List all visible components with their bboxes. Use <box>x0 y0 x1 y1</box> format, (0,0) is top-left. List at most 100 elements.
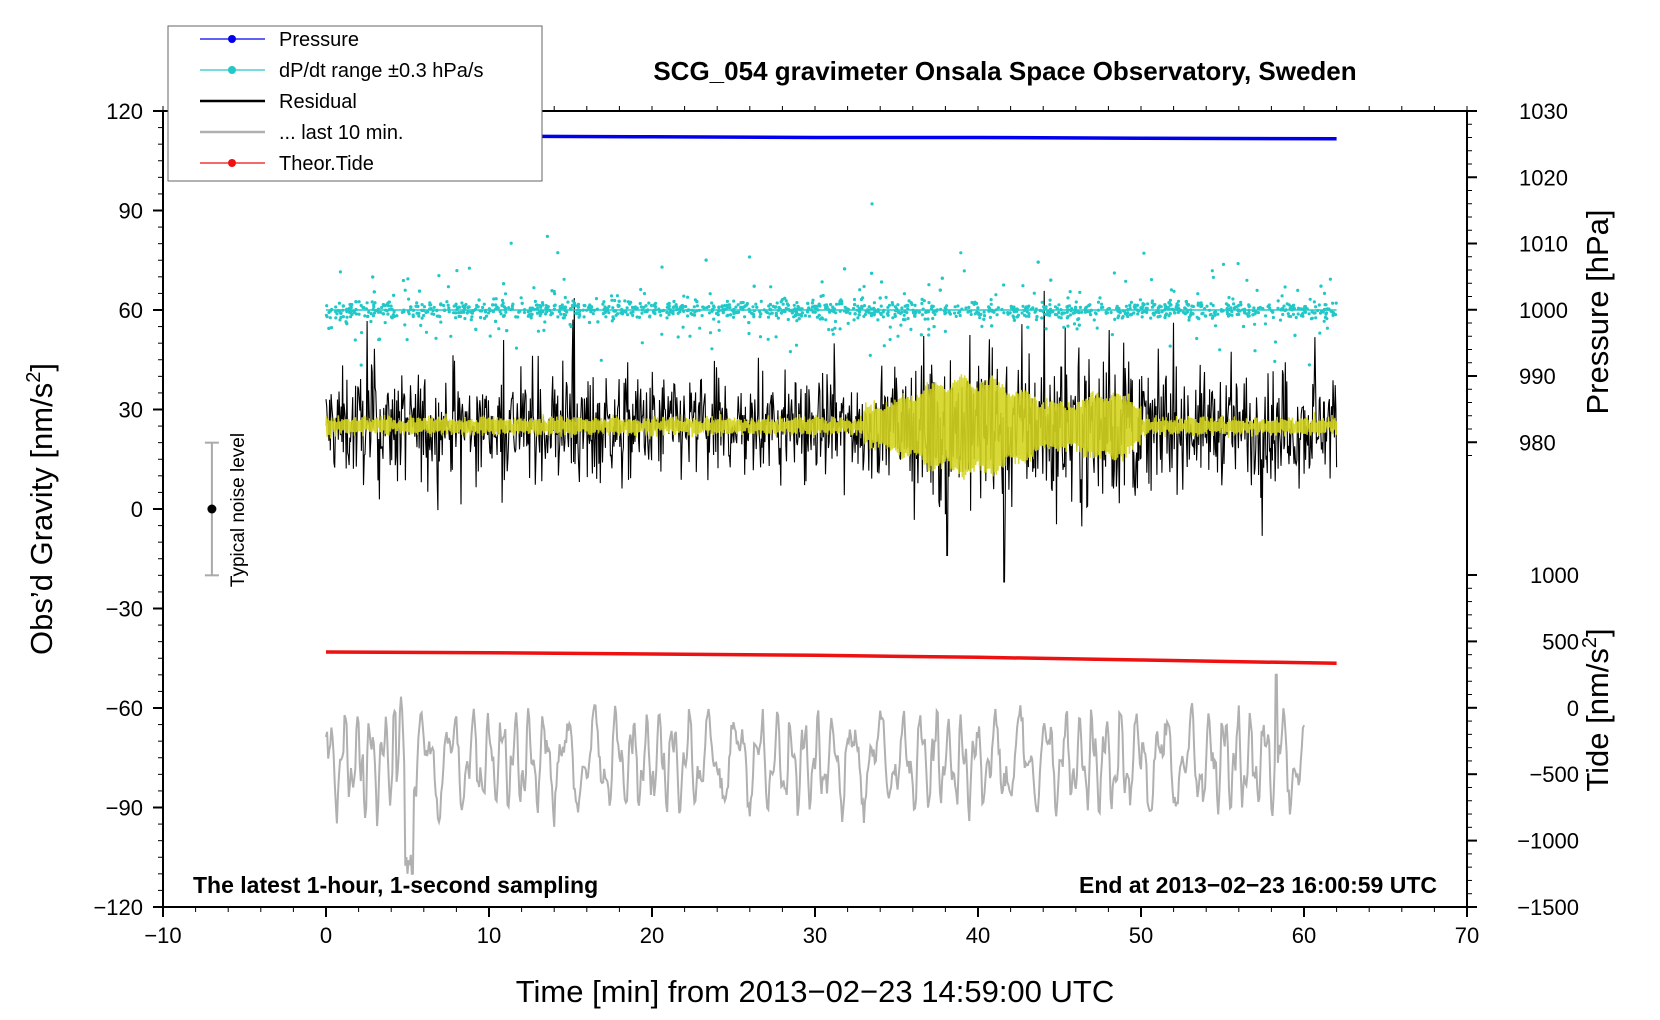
dpdt-point <box>690 308 694 312</box>
dpdt-point <box>1200 312 1204 316</box>
dpdt-point <box>435 309 439 313</box>
dpdt-point <box>777 305 781 310</box>
dpdt-point <box>488 309 492 313</box>
dpdt-point <box>1307 363 1311 367</box>
dpdt-point <box>1027 314 1031 318</box>
dpdt-point <box>824 306 828 310</box>
dpdt-point <box>882 344 886 348</box>
dpdt-point <box>1300 312 1304 317</box>
dpdt-point <box>834 311 838 315</box>
dpdt-point <box>809 308 813 312</box>
dpdt-point <box>732 299 736 303</box>
dpdt-point <box>498 309 502 314</box>
dpdt-point <box>481 305 485 310</box>
dpdt-point <box>994 308 998 312</box>
dpdt-point <box>710 347 714 351</box>
dpdt-point <box>1253 349 1257 353</box>
dpdt-point <box>1043 312 1048 316</box>
dpdt-point <box>720 304 724 308</box>
dpdt-point <box>958 310 962 314</box>
dpdt-point <box>1247 314 1251 318</box>
x-tick-label: 50 <box>1129 923 1153 948</box>
dpdt-point <box>884 295 888 299</box>
dpdt-point <box>416 304 420 308</box>
dpdt-point <box>1312 300 1316 304</box>
dpdt-point <box>502 282 506 286</box>
dpdt-point <box>1261 307 1265 311</box>
dpdt-point <box>700 314 704 318</box>
dpdt-point <box>626 300 630 304</box>
dpdt-point <box>881 315 886 319</box>
dpdt-point <box>688 334 692 338</box>
dpdt-point <box>1276 299 1280 303</box>
dpdt-point <box>336 308 340 313</box>
dpdt-point <box>845 307 849 311</box>
dpdt-point <box>354 312 358 316</box>
dpdt-point <box>494 303 498 307</box>
dpdt-point <box>1044 305 1048 309</box>
dpdt-point <box>544 306 548 310</box>
y-tide-tick-label: −1000 <box>1517 829 1579 854</box>
y-tide-tick-label: 0 <box>1567 696 1579 721</box>
legend: Pressure dP/dt range ±0.3 hPa/s Residual..… <box>167 25 543 182</box>
dpdt-point <box>540 301 545 305</box>
dpdt-point <box>907 299 911 303</box>
dpdt-point <box>827 308 831 312</box>
dpdt-point <box>518 309 522 313</box>
dpdt-point <box>502 313 506 318</box>
dpdt-point <box>1075 327 1079 331</box>
dpdt-point <box>366 314 370 319</box>
dpdt-point <box>727 303 732 307</box>
dpdt-point <box>958 313 962 318</box>
dpdt-point <box>529 307 533 312</box>
dpdt-point <box>435 314 439 318</box>
dpdt-point <box>712 317 716 321</box>
dpdt-point <box>927 333 931 337</box>
dpdt-point <box>372 305 376 309</box>
dpdt-point <box>920 301 924 306</box>
dpdt-point <box>766 337 770 341</box>
dpdt-point <box>642 292 647 296</box>
dpdt-point <box>1048 308 1052 312</box>
dpdt-point <box>341 304 345 308</box>
dpdt-point <box>603 310 607 314</box>
dpdt-point <box>953 305 957 309</box>
dpdt-point <box>831 332 835 336</box>
dpdt-point <box>661 308 666 313</box>
dpdt-point <box>646 308 650 312</box>
dpdt-point <box>419 323 423 327</box>
dpdt-point <box>926 310 931 314</box>
dpdt-point <box>429 303 433 307</box>
dpdt-point <box>991 309 995 313</box>
dpdt-point <box>862 304 867 308</box>
y-tide-tick-label: −1500 <box>1517 895 1579 920</box>
dpdt-point <box>1283 308 1287 313</box>
dpdt-point <box>1013 308 1017 312</box>
dpdt-point <box>522 310 527 315</box>
dpdt-point <box>902 313 906 317</box>
dpdt-point <box>585 308 589 312</box>
dpdt-point <box>1237 312 1241 316</box>
dpdt-point <box>578 309 582 313</box>
dpdt-point <box>1307 312 1311 316</box>
dpdt-point <box>1053 305 1058 309</box>
dpdt-point <box>360 331 364 335</box>
dpdt-point <box>867 305 871 309</box>
dpdt-point <box>334 310 338 314</box>
dpdt-point <box>643 310 647 314</box>
dpdt-point <box>913 314 917 318</box>
dpdt-point <box>1015 307 1019 311</box>
dpdt-point <box>783 296 787 300</box>
dpdt-point <box>923 317 927 321</box>
legend-swatch-marker <box>228 159 236 167</box>
dpdt-point <box>1065 310 1069 314</box>
dpdt-point <box>796 304 800 309</box>
dpdt-point <box>334 316 338 320</box>
dpdt-point <box>1282 304 1286 308</box>
dpdt-point <box>1060 312 1064 316</box>
dpdt-point <box>710 309 714 313</box>
dpdt-point <box>759 299 763 303</box>
dpdt-point <box>1169 288 1173 292</box>
dpdt-point <box>900 306 904 310</box>
dpdt-point <box>1163 315 1167 320</box>
